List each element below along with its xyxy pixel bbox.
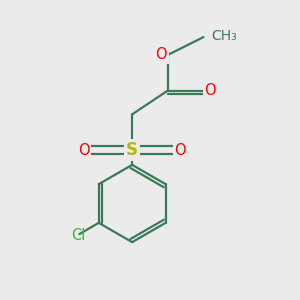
Text: CH₃: CH₃ <box>211 28 237 43</box>
Text: O: O <box>175 142 186 158</box>
Text: O: O <box>204 83 216 98</box>
Text: O: O <box>78 142 90 158</box>
Text: S: S <box>126 141 138 159</box>
Text: Cl: Cl <box>71 228 85 243</box>
Text: O: O <box>155 47 167 62</box>
